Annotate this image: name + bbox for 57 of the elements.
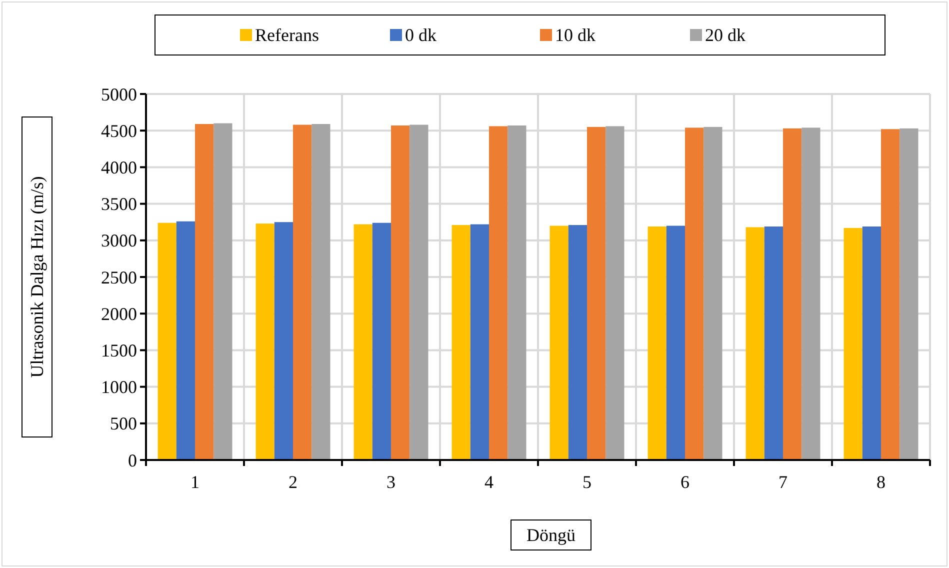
y-tick-label: 4500	[101, 120, 137, 141]
bar	[764, 226, 783, 460]
bar	[862, 226, 881, 460]
bar	[410, 124, 428, 460]
bar	[354, 224, 372, 460]
bar	[293, 124, 312, 460]
bar	[881, 129, 900, 460]
bar	[844, 228, 862, 460]
x-axis-title: Döngü	[526, 525, 576, 545]
bar	[214, 123, 232, 460]
bar	[452, 225, 470, 460]
y-tick-label: 500	[110, 414, 137, 434]
bar	[666, 226, 685, 460]
bar	[470, 224, 489, 460]
y-tick-label: 3000	[101, 230, 137, 251]
y-tick-label: 0	[128, 450, 137, 470]
bar	[195, 124, 214, 460]
legend-label: 20 dk	[705, 25, 746, 45]
bar	[746, 227, 764, 460]
x-tick-label: 2	[288, 472, 298, 492]
bar	[568, 225, 587, 460]
y-tick-label: 1000	[101, 377, 137, 398]
legend-label: 10 dk	[555, 25, 596, 45]
legend-label: Referans	[255, 25, 319, 45]
y-axis-title: Ultrasonik Dalga Hızı (m/s)	[27, 176, 47, 378]
bar	[685, 128, 704, 460]
bar	[783, 128, 802, 460]
x-tick-label: 3	[386, 472, 396, 492]
bar	[489, 126, 508, 460]
bar	[158, 222, 176, 460]
y-tick-label: 1500	[101, 340, 137, 360]
x-tick-label: 7	[778, 472, 788, 492]
bar	[176, 221, 195, 460]
bar	[312, 124, 330, 460]
x-tick-label: 8	[876, 472, 886, 492]
legend-label: 0 dk	[405, 25, 436, 45]
bar	[508, 125, 526, 460]
bar	[900, 128, 918, 460]
x-tick-label: 5	[582, 472, 592, 492]
bar	[587, 126, 606, 460]
x-tick-label: 4	[484, 472, 494, 492]
bar	[550, 226, 568, 460]
bar	[256, 224, 274, 460]
bar	[704, 126, 722, 460]
bar	[606, 126, 624, 460]
bar	[391, 125, 410, 460]
x-tick-label: 6	[680, 472, 690, 492]
bar	[274, 222, 293, 460]
y-tick-label: 2500	[101, 267, 137, 288]
y-tick-label: 3500	[101, 194, 137, 214]
y-tick-label: 5000	[101, 84, 137, 104]
y-tick-label: 2000	[101, 304, 137, 324]
bar	[802, 128, 820, 460]
bar	[372, 222, 391, 460]
x-tick-label: 1	[190, 472, 200, 492]
bar	[648, 226, 666, 460]
y-tick-label: 4000	[101, 158, 137, 178]
